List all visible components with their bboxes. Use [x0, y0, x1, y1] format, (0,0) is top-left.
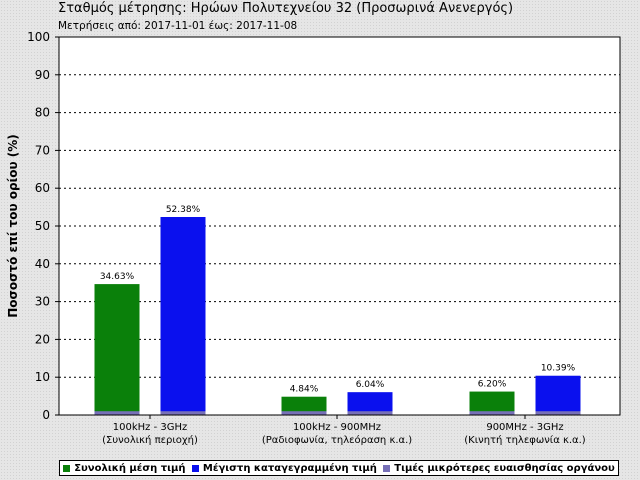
data-label: 6.04%: [356, 380, 385, 390]
y-tick-label: 50: [35, 219, 50, 233]
y-tick-label: 60: [35, 181, 50, 195]
y-tick-label: 0: [42, 408, 50, 422]
bar-average: [281, 396, 327, 415]
legend-label-average: Συνολική μέση τιμή: [74, 462, 186, 474]
data-label: 34.63%: [100, 272, 135, 282]
legend-item-below-sensitivity: Τιμές μικρότερες ευαισθησίας οργάνου: [383, 463, 615, 474]
legend-item-maximum: Μέγιστη καταγεγραμμένη τιμή: [191, 462, 377, 474]
bar-average: [94, 284, 140, 415]
page-title: Σταθμός μέτρησης: Ηρώων Πολυτεχνείου 32 …: [58, 1, 514, 16]
legend-swatch-average: [63, 464, 71, 472]
bar-maximum: [347, 392, 393, 415]
y-tick-label: 80: [35, 106, 50, 120]
y-tick-label: 30: [35, 295, 50, 309]
y-tick-label: 90: [35, 68, 50, 82]
y-tick-label: 70: [35, 143, 50, 157]
measurement-period: Μετρήσεις από: 2017-11-01 έως: 2017-11-0…: [58, 20, 298, 32]
plot-frame: [58, 36, 621, 416]
x-tick-sublabel: (Ραδιοφωνία, τηλεόραση κ.α.): [262, 434, 412, 446]
x-tick-label: 100kHz - 900MHz: [293, 422, 381, 433]
bar-chart: 0 10 20 30 40 50 60 70 80 90 100 Ποσοστό επί του ορ…: [6, 30, 621, 446]
bar-average: [469, 391, 515, 415]
y-tick-label: 100: [27, 30, 50, 44]
legend-label-maximum: Μέγιστη καταγεγραμμένη τιμή: [202, 462, 377, 474]
bar-below-sensitivity: [469, 411, 515, 415]
y-tick-label: 40: [35, 257, 50, 271]
data-label: 6.20%: [478, 380, 507, 390]
bar-below-sensitivity: [94, 411, 140, 415]
y-tick-label: 10: [35, 370, 50, 384]
legend-label-below-sensitivity: Τιμές μικρότερες ευαισθησίας οργάνου: [394, 462, 615, 474]
data-label: 4.84%: [290, 385, 319, 395]
chart-legend: Συνολική μέση τιμή Μέγιστη καταγεγραμμέν…: [59, 460, 619, 476]
legend-item-average: Συνολική μέση τιμή: [63, 463, 185, 474]
bar-maximum: [160, 217, 206, 415]
data-label: 10.39%: [541, 364, 576, 374]
bar-below-sensitivity: [347, 411, 393, 415]
bar-below-sensitivity: [535, 411, 581, 415]
legend-swatch-below-sensitivity: [383, 464, 391, 472]
data-label: 52.38%: [166, 205, 201, 215]
x-tick-label: 900MHz - 3GHz: [486, 422, 563, 433]
bar-below-sensitivity: [160, 411, 206, 415]
y-axis-label: Ποσοστό επί του ορίου (%): [6, 134, 20, 318]
bar-below-sensitivity: [281, 411, 327, 415]
x-tick-sublabel: (Κινητή τηλεφωνία κ.α.): [464, 434, 586, 446]
y-tick-label: 20: [35, 332, 50, 346]
legend-swatch-maximum: [191, 464, 199, 472]
x-tick-label: 100kHz - 3GHz: [113, 422, 188, 433]
bar-maximum: [535, 375, 581, 415]
x-tick-sublabel: (Συνολική περιοχή): [102, 434, 198, 446]
